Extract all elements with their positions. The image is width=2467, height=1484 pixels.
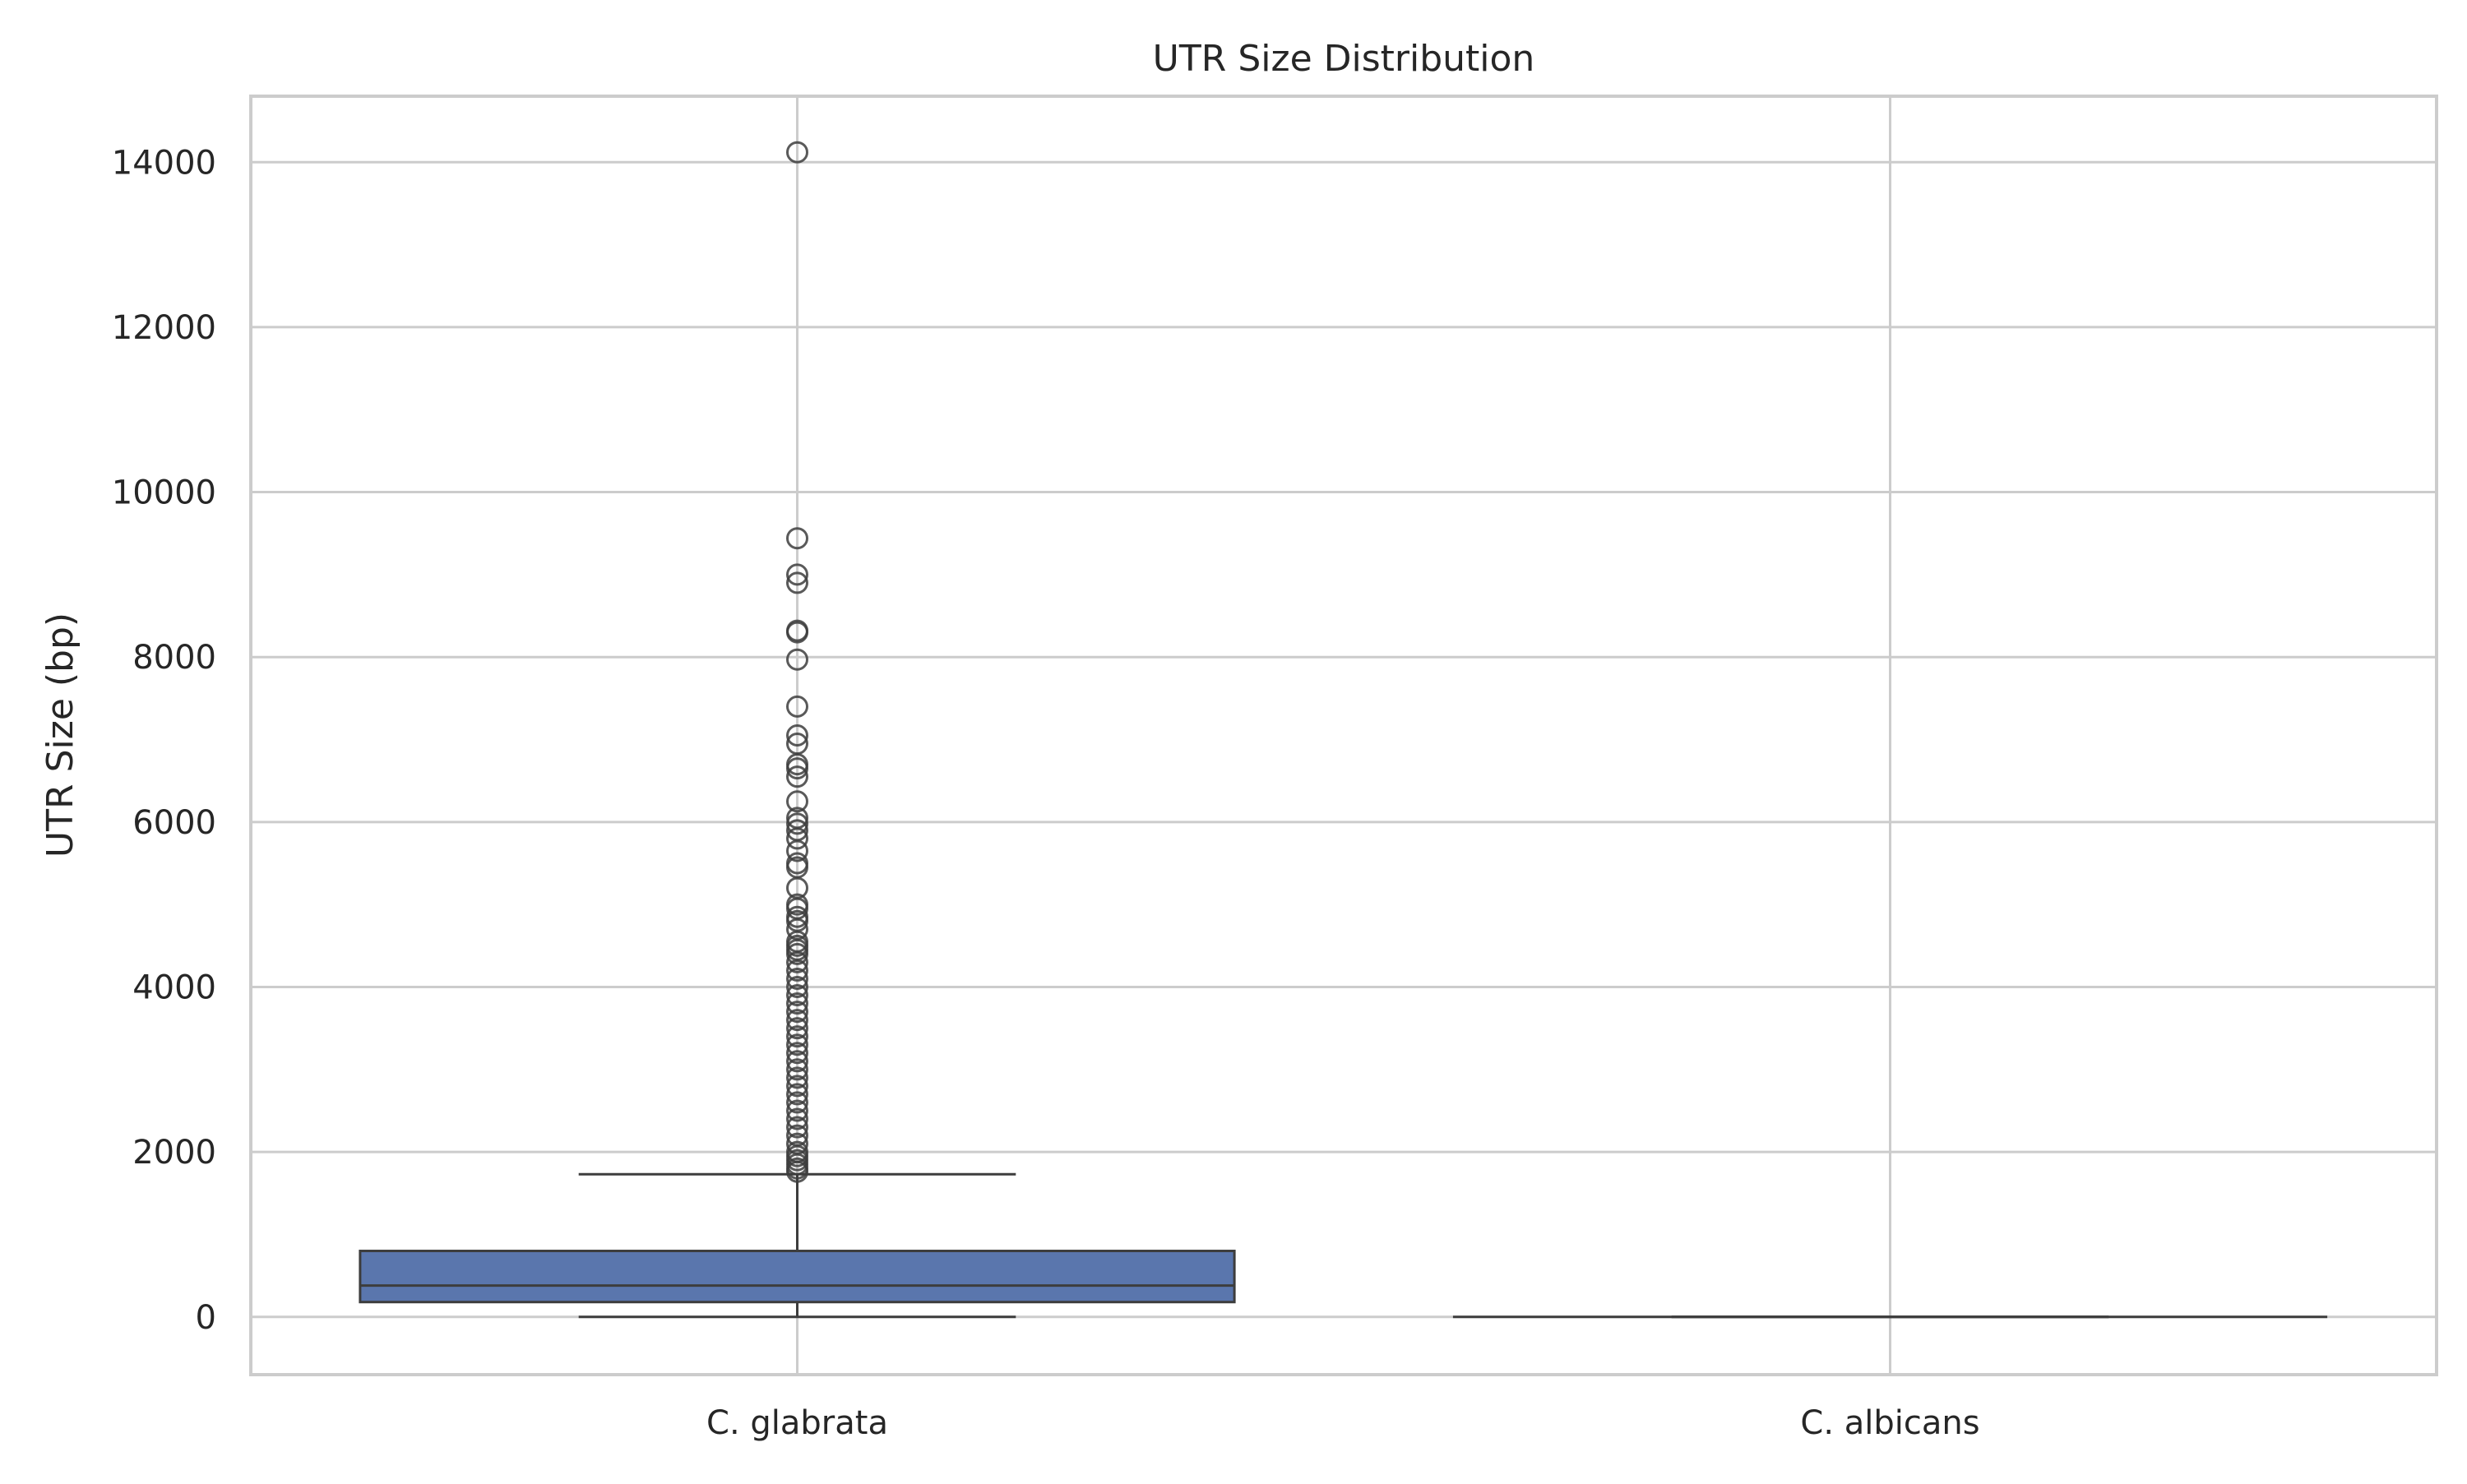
x-tick-label: C. albicans: [1800, 1404, 1979, 1442]
outlier-point: [786, 141, 808, 164]
outlier-point: [786, 765, 808, 788]
outlier-point: [786, 621, 808, 644]
outlier-point: [786, 812, 808, 835]
outlier-point: [786, 1001, 808, 1024]
outlier-point: [786, 975, 808, 998]
grid-layer: [251, 96, 2437, 1375]
chart-title: UTR Size Distribution: [1153, 38, 1535, 80]
outlier-point: [786, 724, 808, 747]
outlier-point: [786, 1107, 808, 1130]
outlier-point: [786, 1116, 808, 1139]
outlier-point: [786, 827, 808, 850]
y-tick-label: 0: [196, 1299, 216, 1337]
outlier-point: [786, 563, 808, 586]
y-tick-label: 12000: [112, 309, 216, 347]
tick-layer: 0 2000 4000 6000 8000 10000 12000 14000 C. glabr…: [112, 144, 1980, 1442]
outlier-point: [786, 839, 808, 862]
outlier-point: [786, 959, 808, 982]
plot-frame: [249, 95, 2438, 1376]
outlier-point: [786, 967, 808, 990]
outlier-point: [786, 1050, 808, 1073]
outlier-point: [786, 1066, 808, 1089]
outlier-point: [786, 992, 808, 1015]
outlier-point: [786, 1160, 808, 1183]
y-tick-label: 8000: [132, 639, 216, 677]
outlier-point: [786, 695, 808, 718]
box-iqr: [359, 1250, 1236, 1304]
outlier-point: [786, 1042, 808, 1065]
outlier-point: [786, 1025, 808, 1048]
outlier-point: [786, 1009, 808, 1032]
outlier-point: [786, 984, 808, 1007]
outlier-point: [786, 1058, 808, 1081]
outlier-point: [786, 950, 808, 973]
outlier-point: [786, 1099, 808, 1122]
outlier-point: [786, 757, 808, 780]
outlier-point: [786, 1083, 808, 1106]
x-tick-label: C. glabrata: [706, 1404, 888, 1442]
outlier-point: [786, 1033, 808, 1056]
outlier-point: [786, 790, 808, 813]
outlier-point: [786, 571, 808, 594]
box-group: [359, 141, 1236, 1319]
outlier-point: [786, 648, 808, 671]
y-axis-label: UTR Size (bp): [39, 613, 81, 858]
outlier-point: [786, 527, 808, 550]
y-tick-label: 10000: [112, 474, 216, 512]
outlier-point: [786, 942, 808, 965]
y-tick-label: 4000: [132, 969, 216, 1006]
y-tick-label: 14000: [112, 144, 216, 182]
outlier-point: [786, 1075, 808, 1098]
outlier-point: [786, 1017, 808, 1040]
y-tick-label: 6000: [132, 804, 216, 842]
y-tick-label: 2000: [132, 1134, 216, 1172]
plot-layer: [359, 141, 2328, 1319]
outlier-point: [786, 1091, 808, 1114]
